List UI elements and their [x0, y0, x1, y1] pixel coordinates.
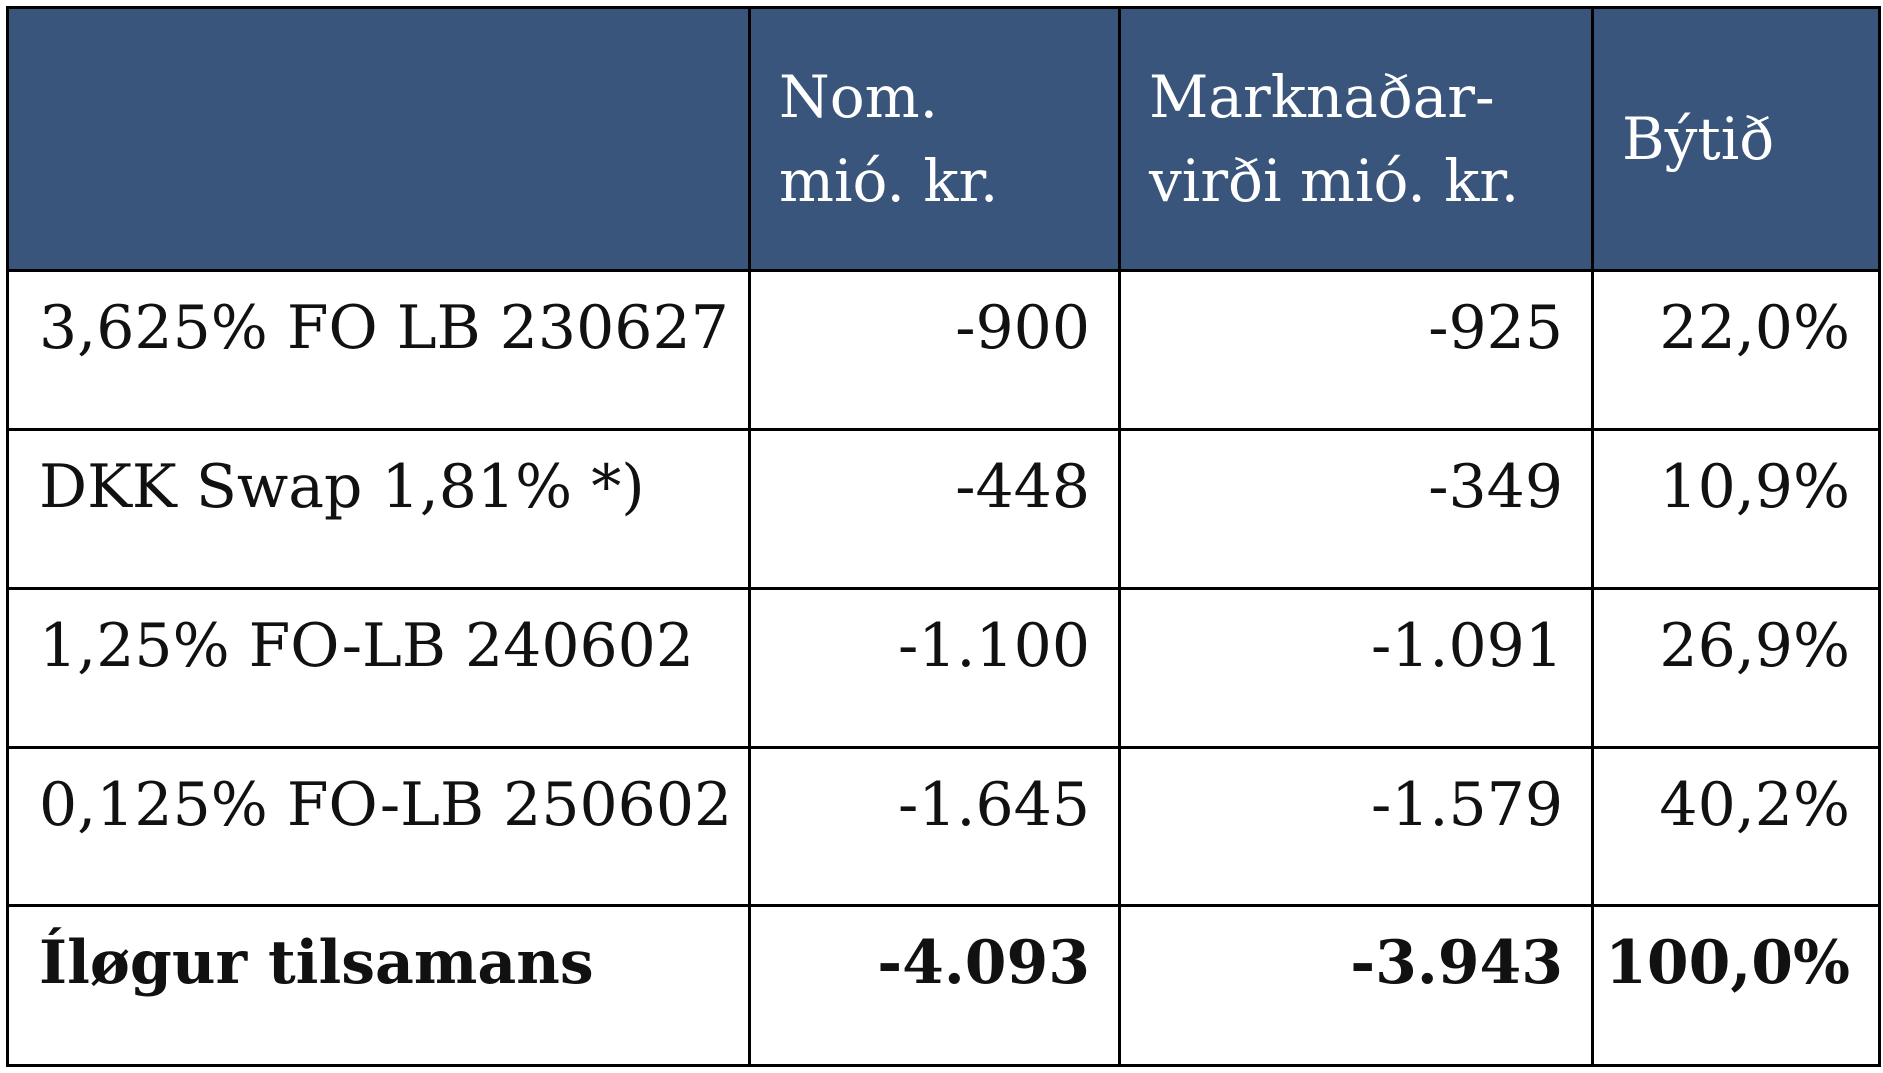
cell-text: 0,125% FO-LB 250602 — [39, 770, 733, 840]
header-cell: Nom. mió. kr. — [748, 6, 1121, 272]
table-cell: 10,9% — [1591, 428, 1881, 590]
table-cell: 22,0% — [1591, 269, 1881, 431]
cell-text: -925 — [1428, 293, 1563, 363]
table-cell: 100,0% — [1591, 904, 1881, 1067]
header-cell: Marknaðar-virði mió. kr. — [1118, 6, 1594, 272]
cell-text: -1.645 — [897, 770, 1090, 840]
table-cell: -1.100 — [748, 587, 1121, 749]
cell-text: Íløgur tilsamans — [39, 928, 594, 998]
table-cell: -4.093 — [748, 904, 1121, 1067]
table-cell: -448 — [748, 428, 1121, 590]
cell-text: 22,0% — [1659, 293, 1850, 363]
table-cell: -1.645 — [748, 746, 1121, 907]
cell-text: -900 — [955, 293, 1090, 363]
table-cell: -3.943 — [1118, 904, 1594, 1067]
header-cell: Býtið — [1591, 6, 1881, 272]
cell-text: DKK Swap 1,81% *) — [39, 452, 645, 522]
cell-text: -1.091 — [1370, 611, 1563, 681]
header-text: Marknaðar- — [1149, 62, 1495, 131]
cell-text: -349 — [1428, 452, 1563, 522]
table-cell: -925 — [1118, 269, 1594, 431]
table-cell: 40,2% — [1591, 746, 1881, 907]
cell-text: -4.093 — [877, 928, 1090, 998]
cell-text: 3,625% FO LB 230627 — [39, 293, 729, 363]
cell-text: -3.943 — [1350, 928, 1563, 998]
table-cell: 3,625% FO LB 230627 — [6, 269, 751, 431]
cell-text: 100,0% — [1605, 928, 1850, 998]
cell-text: -448 — [955, 452, 1090, 522]
table-cell: -349 — [1118, 428, 1594, 590]
table-cell: -1.091 — [1118, 587, 1594, 749]
cell-text: 10,9% — [1659, 452, 1850, 522]
header-text: virði mió. kr. — [1149, 147, 1520, 215]
header-cell — [6, 6, 751, 272]
table-cell: 26,9% — [1591, 587, 1881, 749]
cell-text: -1.100 — [897, 611, 1090, 681]
cell-text: 40,2% — [1659, 770, 1850, 840]
cell-text: -1.579 — [1370, 770, 1563, 840]
table-cell: -900 — [748, 269, 1121, 431]
cell-text: 1,25% FO-LB 240602 — [39, 611, 695, 681]
header-text: Býtið — [1622, 104, 1775, 173]
table-cell: 0,125% FO-LB 250602 — [6, 746, 751, 907]
header-text: mió. kr. — [779, 147, 999, 215]
table-cell: DKK Swap 1,81% *) — [6, 428, 751, 590]
table-cell: -1.579 — [1118, 746, 1594, 907]
table-cell: Íløgur tilsamans — [6, 904, 751, 1067]
header-text: Nom. — [779, 62, 939, 131]
table-cell: 1,25% FO-LB 240602 — [6, 587, 751, 749]
cell-text: 26,9% — [1659, 611, 1850, 681]
